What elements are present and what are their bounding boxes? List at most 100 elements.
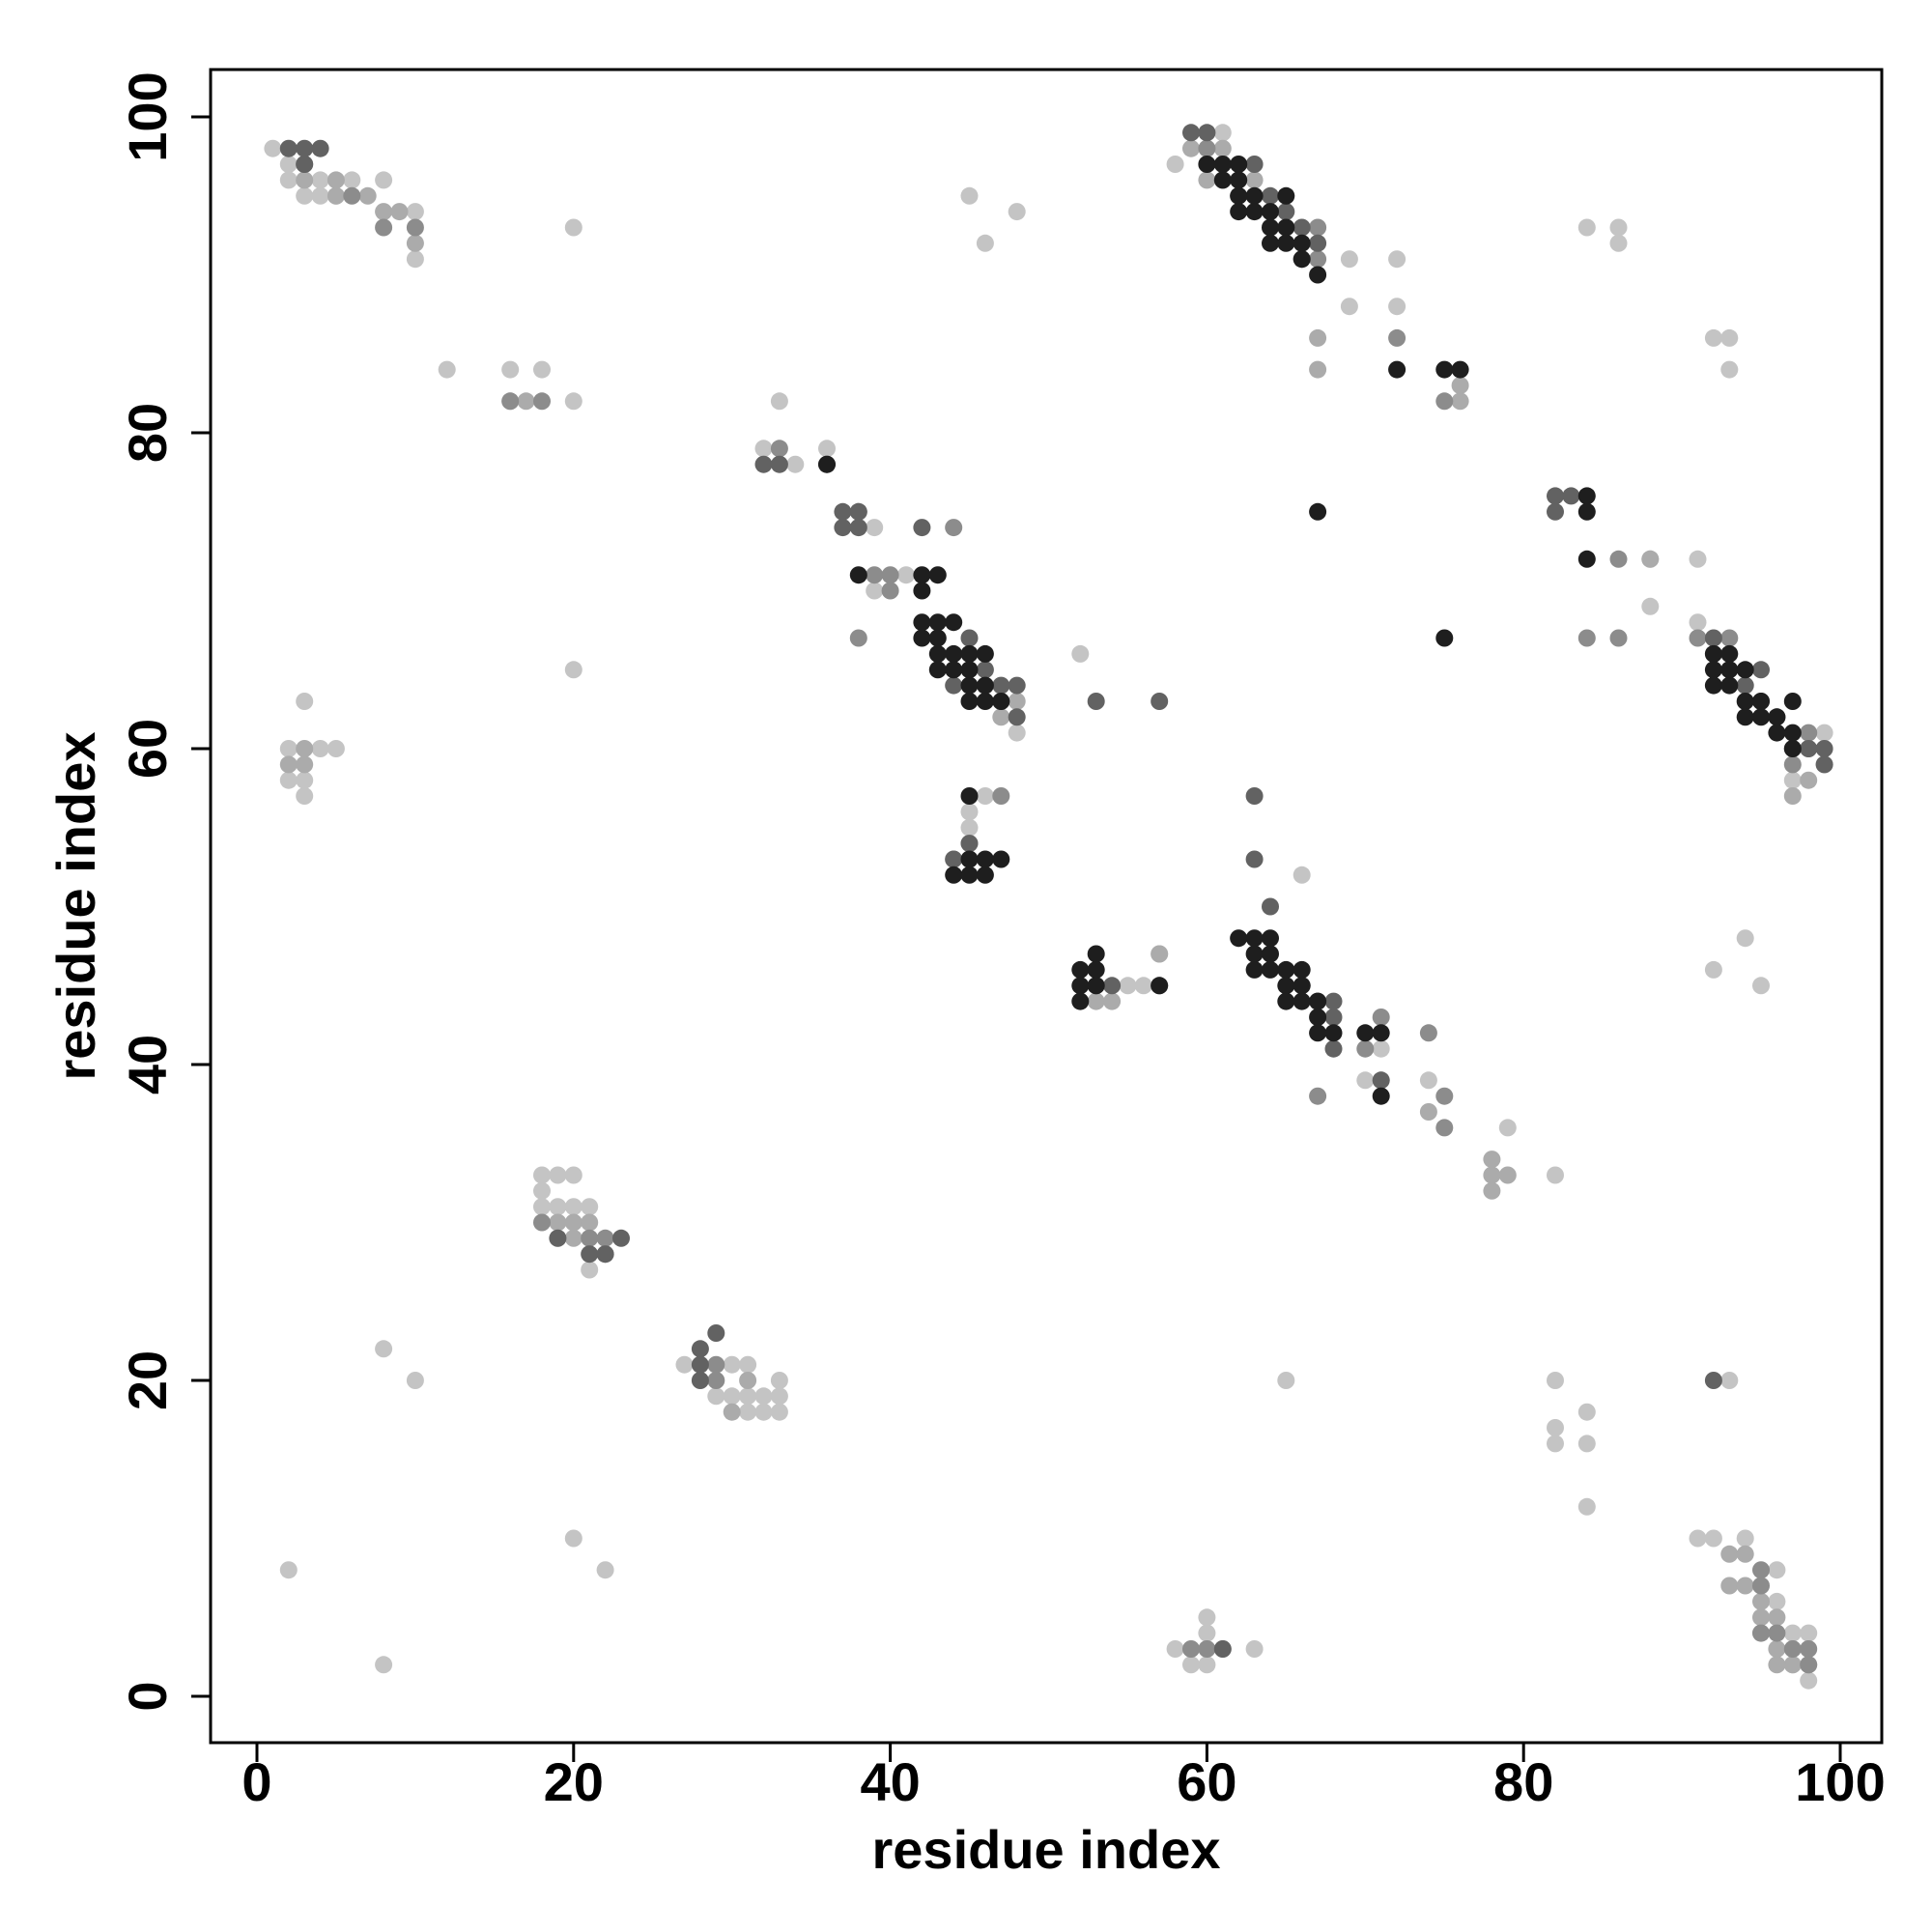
contact-point [849,629,867,647]
plot-frame [209,68,1884,1745]
contact-point [1800,740,1818,757]
contact-point [581,1213,599,1232]
contact-point [1198,1608,1216,1627]
contact-point [1752,977,1770,995]
contact-point [1213,124,1232,142]
contact-point [1752,1624,1770,1642]
contact-point [960,676,979,695]
contact-point [375,171,393,189]
contact-point [327,186,345,205]
contact-point [279,740,298,757]
contact-point [691,1372,709,1389]
contact-point [327,740,345,757]
contact-point [1324,1009,1343,1026]
contact-point [928,566,947,584]
contact-point [1419,1024,1437,1042]
contact-point [1752,1561,1770,1579]
contact-point [1324,1024,1343,1042]
contact-point [1245,850,1264,868]
contact-point [1547,1435,1564,1453]
contact-point [976,234,994,252]
contact-point [1577,502,1596,521]
contact-point [1293,866,1311,884]
contact-point [1277,234,1295,252]
contact-point [612,1229,630,1247]
contact-point [1182,1656,1200,1674]
contact-point [1388,360,1406,379]
contact-point [1783,787,1802,805]
y-tick-label: 100 [117,71,178,161]
contact-point [390,203,409,221]
contact-point [1324,1039,1343,1058]
contact-point [279,1561,298,1579]
contact-point [549,1166,567,1184]
contact-point [1262,960,1279,979]
contact-point [1262,897,1279,916]
contact-point [770,455,788,473]
contact-point [1151,693,1169,710]
contact-point [564,392,582,411]
contact-point [1720,629,1739,647]
contact-point [581,1261,599,1279]
contact-point [1451,360,1469,379]
contact-point [1498,1119,1517,1137]
contact-point [866,519,884,537]
contact-point [1277,992,1295,1010]
contact-point [1166,156,1184,173]
contact-point [1577,1403,1596,1421]
contact-point [1704,960,1722,979]
contact-point [1356,1071,1375,1090]
contact-point [723,1387,741,1406]
contact-point [1087,977,1105,995]
contact-point [358,186,377,205]
contact-point [976,644,994,663]
contact-point [1198,1624,1216,1642]
contact-point [1498,1166,1517,1184]
y-tick-label: 40 [117,1035,178,1094]
contact-point [1783,693,1802,710]
x-tick-label: 80 [1493,1751,1553,1812]
contact-point [1309,266,1327,284]
contact-point [1071,644,1090,663]
contact-point [849,519,867,537]
contact-point [754,455,773,473]
contact-point [1087,693,1105,710]
contact-point [1309,360,1327,379]
contact-point [707,1355,725,1374]
contact-point [1720,644,1739,663]
contact-point [581,1229,599,1247]
y-axis-title: residue index [45,731,106,1080]
contact-point [311,171,329,189]
contact-point [1783,1656,1802,1674]
contact-point [1213,156,1232,173]
contact-point [945,866,963,884]
contact-point [1356,1024,1375,1042]
contact-point [533,1181,551,1200]
contact-point [1609,218,1628,237]
contact-point [945,661,963,679]
contact-point [1293,992,1311,1010]
contact-point [770,440,788,458]
contact-point [945,644,963,663]
contact-point [1800,724,1818,742]
data-points-layer [264,124,1833,1690]
contact-point [1103,992,1122,1010]
contact-point [1736,676,1754,695]
contact-point [1213,1640,1232,1658]
contact-point [501,360,520,379]
contact-point [1071,977,1090,995]
contact-point [960,644,979,663]
contact-point [375,1340,393,1358]
contact-point [1562,487,1580,505]
contact-point [296,186,314,205]
contact-point [1245,1640,1264,1658]
contact-point [406,1372,424,1389]
contact-point [881,582,899,600]
contact-point [960,629,979,647]
contact-point [596,1245,614,1264]
contact-point [1134,977,1152,995]
contact-point [549,1213,567,1232]
contact-point [1720,328,1739,347]
contact-point [897,566,915,584]
contact-point [928,613,947,632]
